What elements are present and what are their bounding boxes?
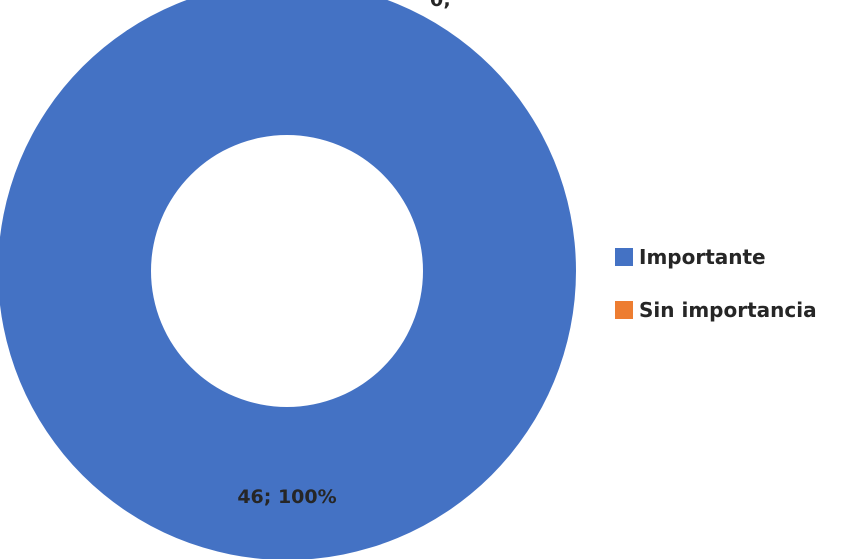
legend-swatch-importante xyxy=(615,248,633,266)
slice-importante xyxy=(0,0,576,559)
data-label-importante: 46; 100% xyxy=(237,486,336,508)
chart-legend: Importante Sin importancia xyxy=(615,244,817,350)
legend-item-sin-importancia: Sin importancia xyxy=(615,297,817,323)
legend-item-importante: Importante xyxy=(615,244,817,270)
legend-label-importante: Importante xyxy=(639,245,766,269)
legend-swatch-sin-importancia xyxy=(615,301,633,319)
legend-label-sin-importancia: Sin importancia xyxy=(639,298,817,322)
data-label-sin-importancia: 0; xyxy=(430,0,451,11)
